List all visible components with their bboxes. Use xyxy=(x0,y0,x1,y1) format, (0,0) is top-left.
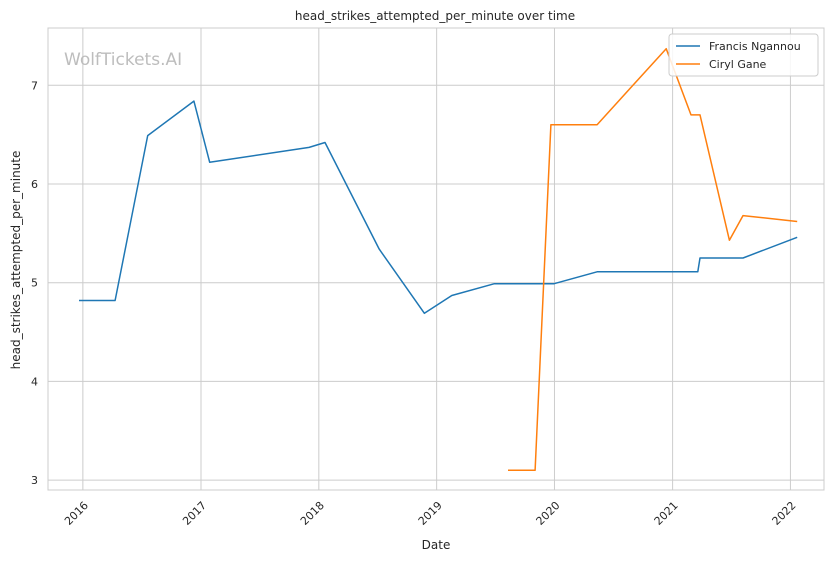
y-axis-label: head_strikes_attempted_per_minute xyxy=(9,151,23,370)
legend-label-ciryl-gane: Ciryl Gane xyxy=(709,58,767,71)
y-tick-label-3: 3 xyxy=(31,474,38,487)
plot-area xyxy=(47,27,825,491)
y-tick-label-6: 6 xyxy=(31,178,38,191)
legend-label-francis-ngannou: Francis Ngannou xyxy=(709,40,801,53)
y-axis-ticks: 3 4 5 6 7 xyxy=(31,79,38,487)
watermark-text: WolfTickets.AI xyxy=(64,50,182,70)
gridlines xyxy=(48,28,824,490)
y-tick-label-7: 7 xyxy=(31,79,38,92)
chart-title: head_strikes_attempted_per_minute over t… xyxy=(295,9,575,23)
series-layer xyxy=(79,47,798,472)
series-line-ciryl-gane xyxy=(508,47,798,472)
legend-box xyxy=(668,33,819,77)
x-axis-label: Date xyxy=(422,538,451,552)
legend: Francis Ngannou Ciryl Gane xyxy=(668,33,819,77)
y-tick-label-5: 5 xyxy=(31,277,38,290)
series-line-francis-ngannou xyxy=(79,100,798,315)
y-tick-label-4: 4 xyxy=(31,375,38,388)
